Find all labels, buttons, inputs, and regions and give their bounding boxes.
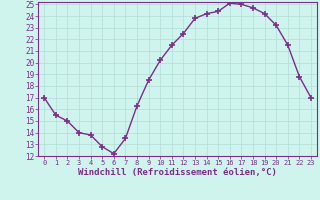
- X-axis label: Windchill (Refroidissement éolien,°C): Windchill (Refroidissement éolien,°C): [78, 168, 277, 177]
